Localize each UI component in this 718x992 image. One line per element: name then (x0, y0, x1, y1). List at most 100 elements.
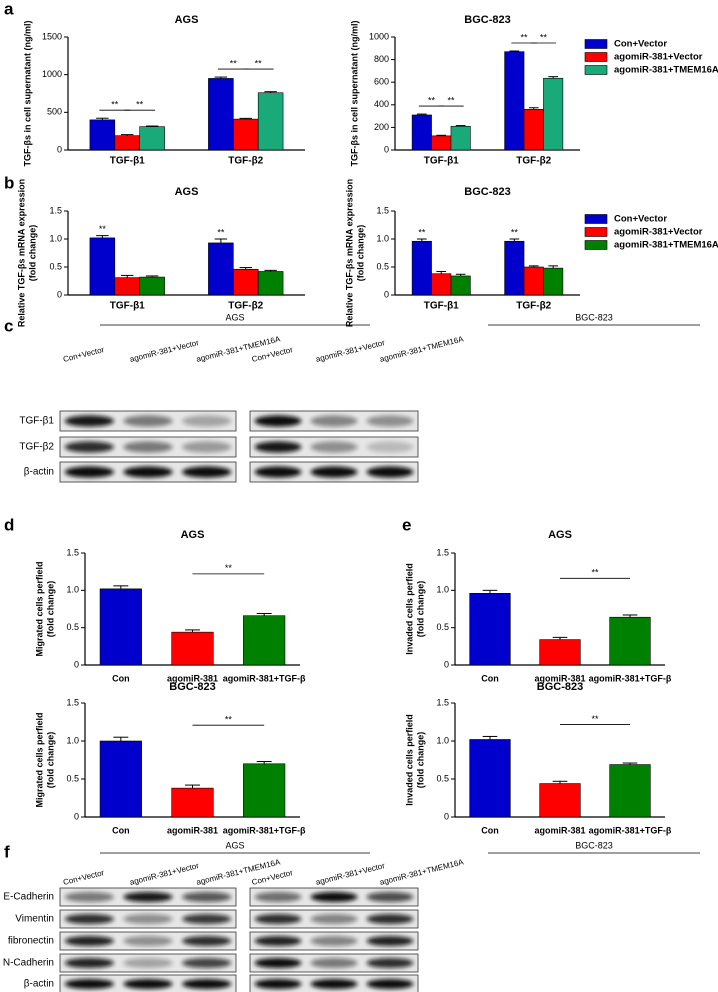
y-axis-label: TGF-βs in cell supernatant (ng/ml) (22, 20, 32, 166)
x-tick-label: agomiR-381 (167, 673, 218, 683)
x-tick-label: TGF-β1 (110, 156, 145, 167)
y-axis-label: Relative TGF-βs mRNA expression (344, 179, 354, 327)
y-tick-label: 0 (57, 144, 62, 154)
blot-band (310, 957, 358, 969)
blot-band (182, 891, 232, 903)
bar (243, 763, 286, 818)
bar (543, 267, 564, 296)
row-label: TGF-β1 (19, 416, 54, 427)
bar (504, 51, 525, 151)
y-tick-label: 1.0 (376, 233, 389, 243)
lane-label: Con+Vector (62, 868, 105, 887)
blot-band (64, 415, 114, 427)
lane-label: agomiR-381+Vector (129, 861, 200, 887)
y-axis-label: (fold change) (27, 225, 37, 282)
significance-label: ** (217, 227, 225, 237)
y-tick-label: 1.5 (376, 205, 389, 215)
blot-band (310, 415, 358, 427)
blot-band (310, 441, 358, 453)
significance-label: ** (447, 95, 455, 105)
y-axis-label: Migrated cells perfield (34, 561, 44, 656)
x-tick-label: Con (112, 825, 130, 835)
x-tick-label: agomiR-381 (534, 673, 585, 683)
y-tick-label: 0 (74, 659, 79, 669)
panel-label: d (4, 515, 14, 534)
blot-band (64, 935, 114, 947)
blot-band (123, 935, 173, 947)
bar (243, 615, 286, 666)
legend-swatch (584, 240, 608, 250)
blot-band (254, 415, 302, 427)
x-tick-label: agomiR-381+TGF-β (589, 673, 672, 683)
bar (411, 240, 432, 296)
blot-band (123, 957, 173, 969)
blot-band (182, 466, 232, 478)
y-axis-label: Invaded cells perfield (404, 714, 414, 806)
x-tick-label: TGF-β2 (516, 301, 551, 312)
legend-swatch (584, 227, 608, 237)
group-label: BGC-823 (575, 312, 613, 322)
y-tick-label: 0.5 (49, 261, 62, 271)
y-tick-label: 800 (374, 54, 389, 64)
significance-label: ** (521, 32, 529, 42)
y-tick-label: 1.0 (436, 735, 449, 745)
bar (257, 271, 284, 296)
y-axis-label: Relative TGF-βs mRNA expression (16, 179, 26, 327)
bar (504, 240, 525, 296)
panel-label: c (4, 316, 13, 335)
bar (257, 92, 284, 151)
x-tick-label: Con (112, 673, 130, 683)
significance-label: ** (591, 714, 599, 724)
y-tick-label: 200 (374, 122, 389, 132)
bar (89, 119, 116, 151)
blot-band (254, 441, 302, 453)
blot-band (366, 891, 414, 903)
bar (543, 77, 564, 151)
bar (114, 135, 140, 151)
blot-band (123, 978, 173, 990)
bar (233, 268, 259, 296)
legend-swatch (584, 39, 608, 49)
row-label: fibronectin (8, 936, 54, 947)
chart-title: BGC-823 (169, 681, 215, 693)
blot-band (123, 913, 173, 925)
group-label: AGS (225, 840, 244, 850)
bar (539, 639, 581, 666)
lane-label: agomiR-381+TMEM16A (379, 334, 465, 364)
y-tick-label: 0.5 (66, 622, 79, 632)
x-tick-label: agomiR-381 (534, 825, 585, 835)
blot-band (182, 441, 232, 453)
blot-band (64, 891, 114, 903)
significance-label: ** (591, 568, 599, 578)
lane-label: agomiR-381+Vector (129, 338, 200, 364)
y-tick-label: 1.5 (436, 547, 449, 557)
bar (208, 242, 234, 296)
x-tick-label: TGF-β2 (516, 156, 551, 167)
lane-label: agomiR-381+Vector (315, 861, 386, 887)
y-tick-label: 1.5 (436, 697, 449, 707)
blot-band (254, 935, 302, 947)
blot-band (310, 913, 358, 925)
legend-swatch (584, 65, 608, 75)
blot-band (310, 935, 358, 947)
y-tick-label: 1500 (42, 31, 62, 41)
x-tick-label: Con (481, 825, 499, 835)
bar (469, 593, 511, 666)
x-tick-label: TGF-β2 (228, 301, 263, 312)
blot-band (64, 978, 114, 990)
x-tick-label: agomiR-381 (167, 825, 218, 835)
y-tick-label: 600 (374, 77, 389, 87)
significance-label: ** (230, 58, 238, 68)
y-axis-label: (fold change) (45, 732, 55, 789)
blot-band (366, 957, 414, 969)
y-tick-label: 0.5 (66, 773, 79, 783)
bar (208, 78, 234, 151)
significance-label: ** (225, 563, 233, 573)
y-axis-label: Invaded cells perfield (404, 563, 414, 655)
bar (450, 125, 471, 151)
lane-label: Con+Vector (62, 345, 105, 364)
y-axis-label: (fold change) (415, 732, 425, 789)
blot-band (182, 913, 232, 925)
y-tick-label: 0.5 (436, 773, 449, 783)
